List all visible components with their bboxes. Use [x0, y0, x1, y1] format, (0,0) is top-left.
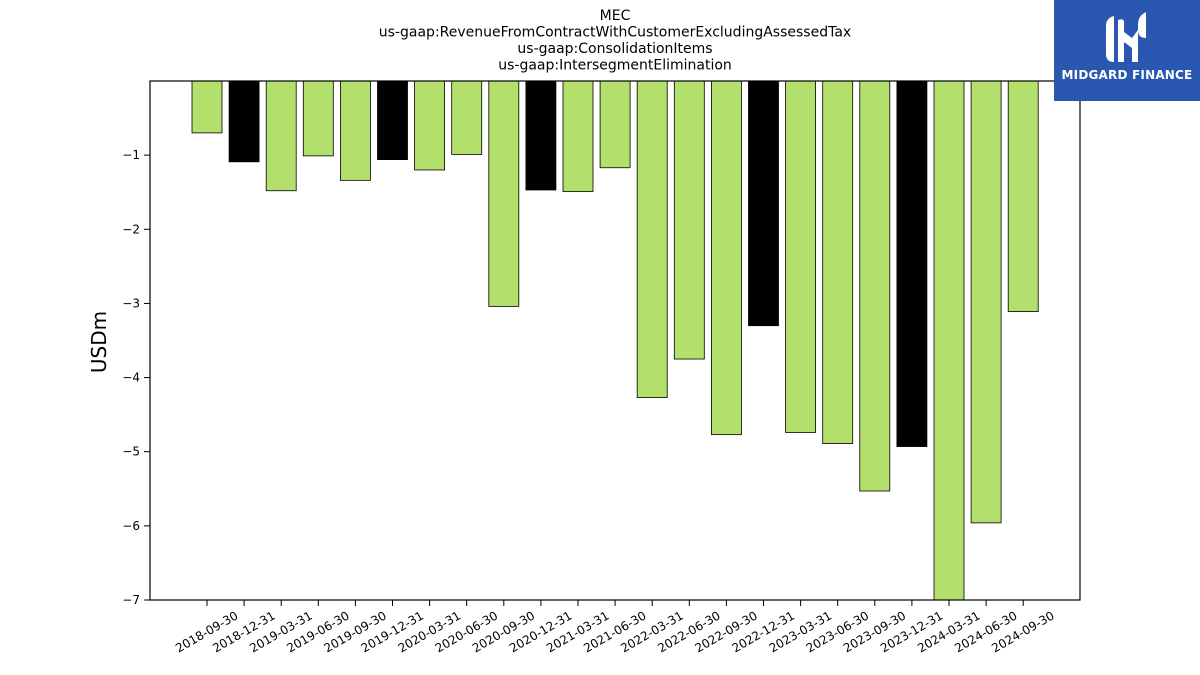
bar-2019-03-31 [265, 80, 297, 192]
y-axis: −1 −2 −3 −4 −5 −6 −7 [122, 148, 150, 607]
bar-2019-09-30 [339, 80, 371, 181]
bar-2023-12-31 [896, 80, 928, 447]
bar-2019-06-30 [302, 80, 334, 157]
y-tick-label: −7 [122, 593, 140, 607]
y-tick-label: −6 [122, 519, 140, 533]
bar-2024-03-31 [933, 80, 965, 601]
logo-text: MIDGARD FINANCE [1061, 68, 1193, 82]
chart-title-line: us-gaap:RevenueFromContractWithCustomerE… [379, 25, 851, 41]
bar-2020-06-30 [451, 80, 483, 155]
y-tick-label: −1 [122, 148, 140, 162]
y-axis-label: USDm [87, 311, 111, 373]
bar-2024-09-30 [1007, 80, 1039, 312]
bar-2021-03-31 [562, 80, 594, 192]
bar-2020-09-30 [488, 80, 520, 307]
chart-title-line: MEC [600, 8, 631, 24]
bar-2023-09-30 [859, 80, 891, 492]
bar-2023-06-30 [822, 80, 854, 444]
y-tick-label: −4 [122, 371, 140, 385]
y-tick-label: −5 [122, 445, 140, 459]
x-axis: 2018-09-302018-12-312019-03-312019-06-30… [173, 600, 1057, 655]
midgard-logo-icon [1106, 12, 1146, 62]
chart-title: MECus-gaap:RevenueFromContractWithCustom… [379, 8, 851, 74]
y-tick-label: −2 [122, 222, 140, 236]
y-tick-label: −3 [122, 296, 140, 310]
bar-2022-03-31 [636, 80, 668, 398]
bar-2022-09-30 [711, 80, 742, 436]
bar-2019-12-31 [377, 80, 408, 160]
bar-2023-03-31 [785, 80, 816, 433]
bars-group [191, 80, 1039, 601]
bar-2018-09-30 [191, 80, 223, 134]
bar-2020-12-31 [525, 80, 557, 191]
brand-logo: MIDGARD FINANCE [1054, 0, 1200, 101]
bar-2021-06-30 [599, 80, 631, 169]
bar-2024-06-30 [970, 80, 1002, 524]
chart-title-line: us-gaap:ConsolidationItems [517, 41, 712, 57]
bar-2020-03-31 [414, 80, 446, 171]
bar-2018-12-31 [228, 80, 260, 163]
bar-2022-06-30 [673, 80, 705, 360]
chart-title-line: us-gaap:IntersegmentElimination [498, 58, 732, 74]
bar-2022-12-31 [748, 80, 779, 327]
